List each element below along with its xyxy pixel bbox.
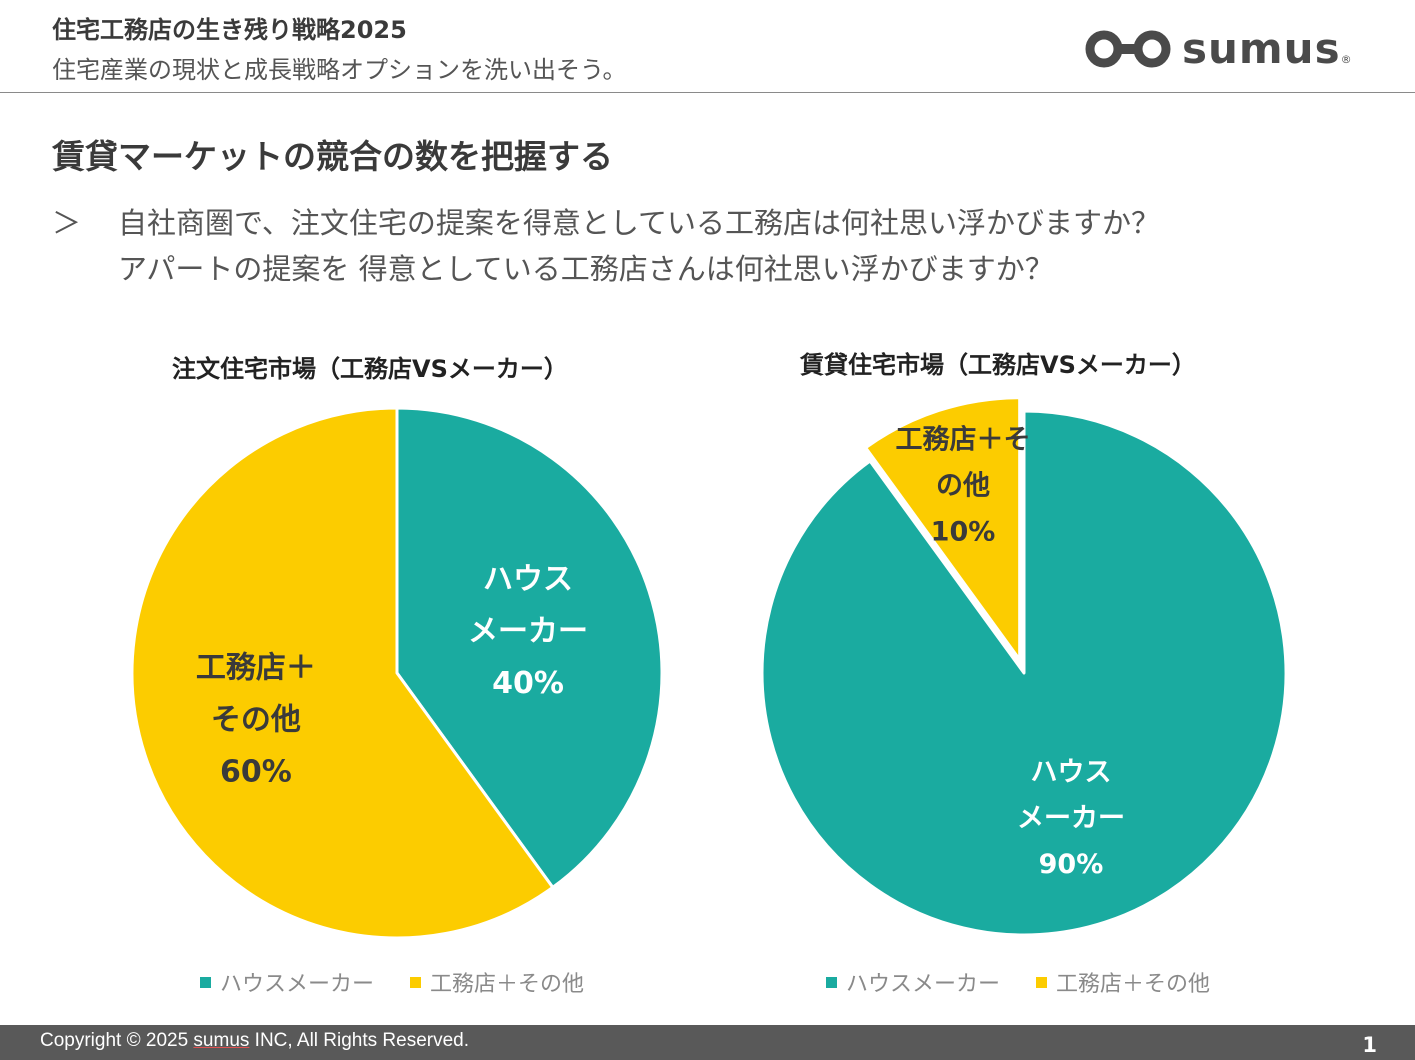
legend-label: ハウスメーカー (220, 972, 375, 997)
footer-bar: Copyright © 2025 sumus INC, All Rights R… (0, 1025, 1415, 1060)
pie-slice-house-maker (395, 406, 664, 889)
chart-1-legend-item-house-maker: ハウスメーカー (200, 966, 374, 998)
chart-2-pie: ハウスメーカー 90% 工務店＋その他 10% (760, 396, 1288, 937)
chart-1-title: 注文住宅市場（工務店VSメーカー） (172, 355, 568, 383)
legend-swatch-teal (826, 976, 837, 988)
pie-slice-label: 工務店＋その他 10% (896, 425, 1031, 548)
question-line-2: アパートの提案を 得意としている工務店さんは何社思い浮かびますか？ (118, 252, 1054, 286)
legend-swatch-teal (200, 976, 211, 988)
header-title: 住宅工務店の生き残り戦略2025 (52, 16, 407, 44)
legend-label: 工務店＋その他 (1056, 972, 1211, 997)
question-line-1: 自社商圏で、注文住宅の提案を得意としている工務店は何社思い浮かびますか？ (118, 206, 1160, 240)
legend-label: ハウスメーカー (846, 972, 1001, 997)
pie-slice-house-maker (760, 409, 1288, 937)
pie-slice-label: 工務店＋その他 60% (196, 650, 316, 789)
question-marker: ＞ (52, 206, 82, 240)
chart-2-legend: ハウスメーカー 工務店＋その他 (826, 966, 1210, 998)
chart-2-legend-item-house-maker: ハウスメーカー (826, 966, 1000, 998)
pie-slice-label: ハウスメーカー 90% (1017, 757, 1125, 880)
pie-slice-label: ハウスメーカー 40% (468, 562, 588, 701)
copyright-brand: sumus (193, 1030, 250, 1051)
legend-label: 工務店＋その他 (430, 972, 585, 997)
sumus-logo: sumus ® (1084, 26, 1352, 72)
header-divider (0, 92, 1415, 93)
logo-mark-icon (1085, 30, 1171, 68)
logo-text: sumus (1182, 24, 1341, 73)
header-subtitle: 住宅産業の現状と成長戦略オプションを洗い出そう。 (52, 56, 627, 84)
copyright-prefix: Copyright © 2025 (40, 1030, 194, 1051)
legend-swatch-yellow (1036, 976, 1048, 988)
chart-2-legend-item-builder-other: 工務店＋その他 (1036, 966, 1210, 998)
page-heading: 賃貸マーケットの競合の数を把握する (52, 137, 613, 176)
copyright-suffix: INC, All Rights Reserved. (249, 1030, 470, 1051)
chart-1-legend: ハウスメーカー 工務店＋その他 (200, 966, 584, 998)
page-number: 1 (1362, 1033, 1377, 1057)
chart-2-title: 賃貸住宅市場（工務店VSメーカー） (800, 351, 1196, 379)
pie-slice-builder-other (864, 396, 1022, 662)
legend-swatch-yellow (410, 976, 422, 988)
footer-copyright: Copyright © 2025 sumus INC, All Rights R… (40, 1030, 469, 1052)
chart-1-legend-item-builder-other: 工務店＋その他 (410, 966, 584, 998)
chart-1-pie: ハウスメーカー 40% 工務店＋その他 60% (130, 406, 664, 940)
pie-slice-builder-other (130, 406, 555, 940)
logo-registered-mark: ® (1340, 53, 1352, 66)
